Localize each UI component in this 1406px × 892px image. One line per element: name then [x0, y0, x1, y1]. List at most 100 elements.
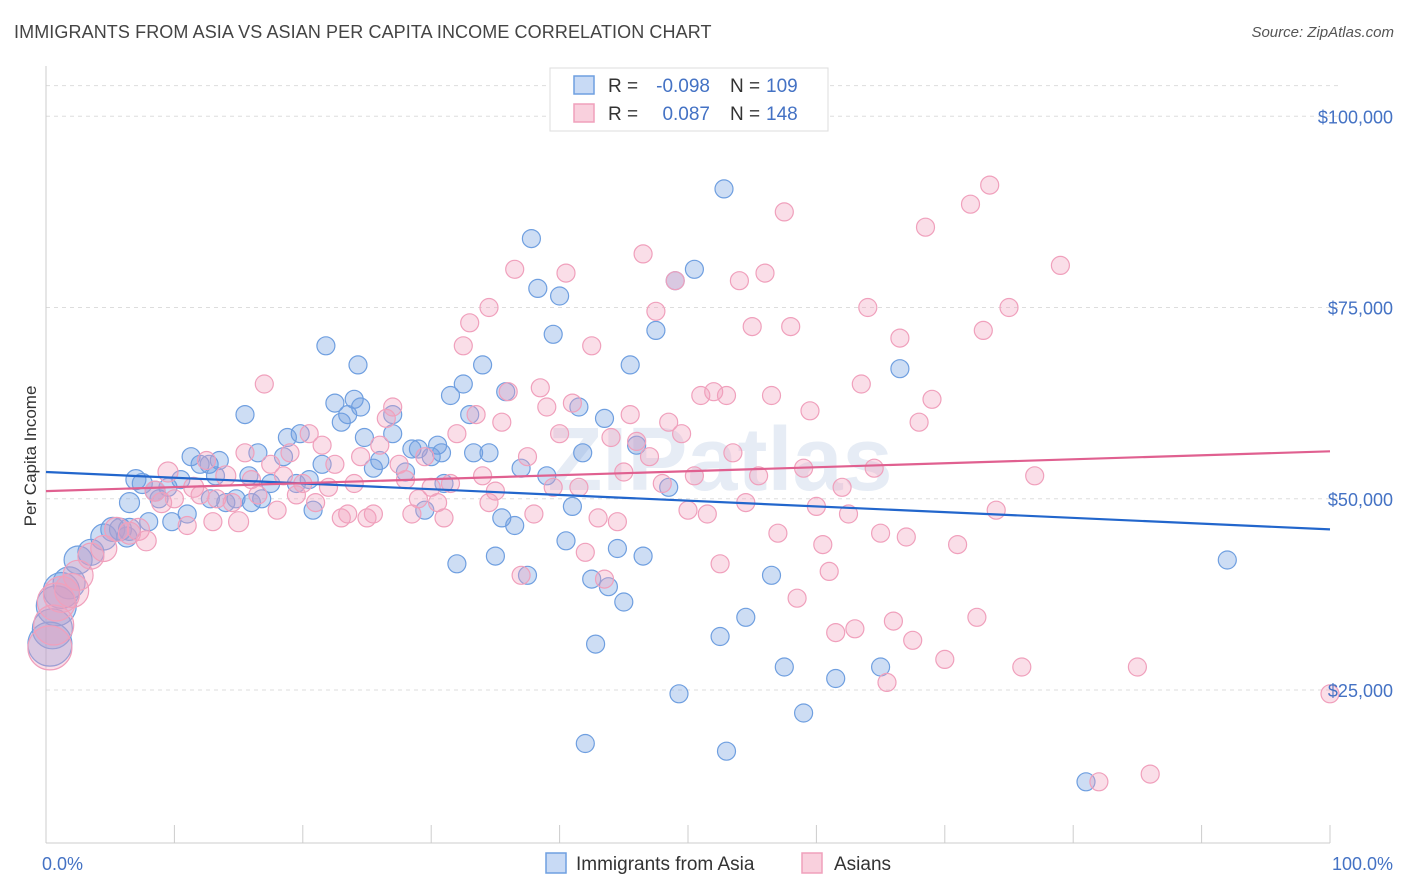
- point-asians-101: [716, 385, 737, 406]
- point-asians-125: [870, 523, 891, 543]
- point-asians-23: [222, 493, 242, 513]
- point-immigrants-109: [890, 359, 910, 379]
- point-asians-1: [33, 604, 75, 646]
- point-immigrants-107: [826, 668, 846, 689]
- point-immigrants-61: [431, 443, 452, 463]
- point-asians-80: [582, 336, 602, 356]
- point-immigrants-41: [303, 500, 323, 520]
- point-asians-91: [652, 473, 672, 494]
- point-immigrants-90: [607, 538, 628, 559]
- point-asians-109: [768, 523, 788, 543]
- point-immigrants-79: [543, 324, 563, 344]
- point-asians-118: [826, 622, 846, 643]
- point-asians-28: [254, 374, 274, 394]
- point-asians-94: [671, 424, 692, 444]
- point-asians-128: [890, 328, 910, 348]
- point-immigrants-30: [235, 405, 255, 425]
- chart-title: IMMIGRANTS FROM ASIA VS ASIAN PER CAPITA…: [14, 22, 712, 42]
- point-asians-47: [376, 408, 396, 428]
- point-asians-8: [103, 516, 130, 543]
- point-immigrants-67: [464, 443, 484, 463]
- point-asians-72: [530, 378, 550, 398]
- point-asians-135: [947, 534, 968, 555]
- point-asians-102: [723, 443, 743, 463]
- point-immigrants-99: [684, 259, 705, 279]
- point-immigrants-92: [620, 355, 640, 375]
- point-asians-138: [973, 320, 993, 340]
- point-asians-134: [935, 649, 955, 670]
- point-immigrants-49: [351, 397, 371, 417]
- point-asians-142: [1012, 657, 1032, 677]
- point-asians-58: [447, 424, 467, 444]
- legend-swatch-pink: [573, 103, 595, 123]
- point-asians-106: [748, 466, 769, 486]
- point-asians-114: [800, 401, 820, 421]
- point-immigrants-25: [200, 489, 220, 509]
- point-immigrants-45: [331, 412, 351, 432]
- legend-swatch-blue: [573, 75, 595, 95]
- point-asians-111: [781, 317, 801, 337]
- point-asians-73: [537, 397, 557, 417]
- point-asians-70: [517, 447, 538, 467]
- point-asians-76: [556, 263, 576, 283]
- point-asians-66: [492, 412, 512, 432]
- point-asians-121: [845, 619, 865, 639]
- point-asians-52: [408, 489, 428, 509]
- point-immigrants-106: [793, 703, 814, 723]
- y-tick-label-1: $50,000: [1328, 490, 1393, 510]
- point-asians-36: [306, 493, 326, 513]
- point-asians-25: [235, 443, 255, 463]
- point-immigrants-98: [669, 684, 689, 704]
- point-asians-82: [594, 569, 615, 589]
- point-asians-16: [177, 515, 197, 536]
- point-asians-4: [54, 572, 90, 609]
- point-immigrants-73: [505, 515, 525, 536]
- n-label-pink: N =: [730, 104, 760, 125]
- trend-lines: [45, 450, 1331, 531]
- point-asians-108: [761, 385, 782, 406]
- point-asians-95: [678, 500, 698, 520]
- point-asians-141: [999, 297, 1019, 318]
- point-asians-139: [980, 175, 1000, 195]
- point-immigrants-63: [440, 385, 461, 406]
- point-asians-35: [299, 424, 319, 444]
- series-label-asians: Asians: [834, 854, 891, 875]
- grid: [46, 85, 1338, 691]
- y-tick-label-0: $25,000: [1328, 681, 1393, 701]
- point-immigrants-51: [363, 458, 383, 478]
- point-asians-117: [819, 561, 839, 582]
- n-label-blue: N =: [730, 76, 760, 97]
- point-asians-103: [729, 271, 750, 291]
- x-tick-label-end: 100.0%: [1332, 854, 1393, 874]
- point-immigrants-50: [354, 427, 374, 448]
- point-immigrants-100: [710, 626, 730, 647]
- point-asians-75: [549, 424, 570, 444]
- point-immigrants-43: [316, 336, 336, 356]
- point-immigrants-94: [633, 546, 653, 566]
- trend-line-immigrants: [45, 470, 1331, 531]
- point-asians-53: [415, 447, 435, 467]
- n-value-pink: 148: [766, 104, 798, 125]
- point-immigrants-105: [774, 657, 794, 677]
- data-points: [27, 175, 1340, 792]
- point-asians-6: [77, 542, 105, 570]
- point-asians-79: [575, 542, 595, 562]
- point-asians-10: [126, 517, 150, 542]
- point-asians-120: [838, 504, 859, 524]
- point-immigrants-64: [447, 554, 467, 574]
- point-asians-33: [286, 485, 306, 505]
- point-immigrants-59: [421, 447, 441, 467]
- point-asians-21: [207, 489, 227, 509]
- point-asians-22: [215, 465, 237, 487]
- point-asians-61: [466, 405, 486, 425]
- point-asians-41: [338, 504, 358, 524]
- point-asians-56: [434, 508, 454, 528]
- tick-labels: $25,000 $50,000 $75,000 $100,000 0.0% 100.0%: [42, 107, 1393, 874]
- point-immigrants-81: [556, 531, 576, 551]
- point-asians-89: [639, 447, 660, 467]
- point-asians-148: [1320, 684, 1340, 704]
- point-immigrants-95: [646, 320, 666, 340]
- point-immigrants-101: [714, 179, 734, 199]
- point-immigrants-88: [594, 408, 615, 428]
- point-asians-74: [543, 477, 563, 497]
